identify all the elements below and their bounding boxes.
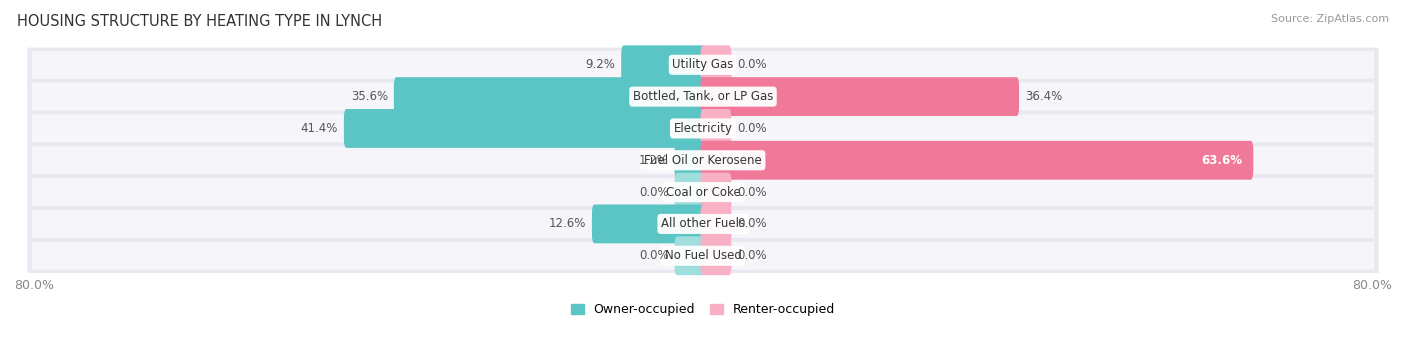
Text: 36.4%: 36.4% bbox=[1025, 90, 1063, 103]
FancyBboxPatch shape bbox=[27, 239, 1379, 273]
FancyBboxPatch shape bbox=[700, 205, 731, 243]
Text: 41.4%: 41.4% bbox=[301, 122, 337, 135]
Text: 0.0%: 0.0% bbox=[738, 186, 768, 198]
FancyBboxPatch shape bbox=[27, 143, 1379, 177]
FancyBboxPatch shape bbox=[27, 79, 1379, 114]
Text: 0.0%: 0.0% bbox=[738, 218, 768, 231]
Text: Utility Gas: Utility Gas bbox=[672, 58, 734, 71]
Text: 0.0%: 0.0% bbox=[738, 122, 768, 135]
FancyBboxPatch shape bbox=[32, 146, 1374, 174]
FancyBboxPatch shape bbox=[621, 45, 706, 84]
FancyBboxPatch shape bbox=[700, 173, 731, 211]
Text: No Fuel Used: No Fuel Used bbox=[665, 249, 741, 262]
FancyBboxPatch shape bbox=[700, 109, 731, 148]
FancyBboxPatch shape bbox=[394, 77, 706, 116]
Text: 35.6%: 35.6% bbox=[350, 90, 388, 103]
Text: Source: ZipAtlas.com: Source: ZipAtlas.com bbox=[1271, 14, 1389, 24]
Text: 0.0%: 0.0% bbox=[738, 249, 768, 262]
FancyBboxPatch shape bbox=[675, 141, 706, 180]
FancyBboxPatch shape bbox=[700, 236, 731, 275]
FancyBboxPatch shape bbox=[27, 48, 1379, 82]
Text: 80.0%: 80.0% bbox=[14, 279, 53, 292]
FancyBboxPatch shape bbox=[344, 109, 706, 148]
Text: Electricity: Electricity bbox=[673, 122, 733, 135]
Text: 9.2%: 9.2% bbox=[585, 58, 616, 71]
Text: 12.6%: 12.6% bbox=[548, 218, 586, 231]
FancyBboxPatch shape bbox=[592, 205, 706, 243]
Text: Fuel Oil or Kerosene: Fuel Oil or Kerosene bbox=[644, 154, 762, 167]
FancyBboxPatch shape bbox=[32, 210, 1374, 238]
FancyBboxPatch shape bbox=[32, 178, 1374, 206]
FancyBboxPatch shape bbox=[27, 175, 1379, 209]
FancyBboxPatch shape bbox=[700, 45, 731, 84]
FancyBboxPatch shape bbox=[32, 115, 1374, 143]
FancyBboxPatch shape bbox=[675, 236, 706, 275]
FancyBboxPatch shape bbox=[675, 173, 706, 211]
Text: 0.0%: 0.0% bbox=[638, 186, 669, 198]
Text: 63.6%: 63.6% bbox=[1201, 154, 1241, 167]
Legend: Owner-occupied, Renter-occupied: Owner-occupied, Renter-occupied bbox=[571, 303, 835, 316]
FancyBboxPatch shape bbox=[32, 242, 1374, 270]
FancyBboxPatch shape bbox=[32, 51, 1374, 79]
FancyBboxPatch shape bbox=[27, 111, 1379, 146]
Text: 1.2%: 1.2% bbox=[638, 154, 669, 167]
Text: 0.0%: 0.0% bbox=[738, 58, 768, 71]
Text: 0.0%: 0.0% bbox=[638, 249, 669, 262]
FancyBboxPatch shape bbox=[700, 77, 1019, 116]
FancyBboxPatch shape bbox=[27, 207, 1379, 241]
Text: Coal or Coke: Coal or Coke bbox=[665, 186, 741, 198]
Text: HOUSING STRUCTURE BY HEATING TYPE IN LYNCH: HOUSING STRUCTURE BY HEATING TYPE IN LYN… bbox=[17, 14, 382, 29]
Text: All other Fuels: All other Fuels bbox=[661, 218, 745, 231]
Text: Bottled, Tank, or LP Gas: Bottled, Tank, or LP Gas bbox=[633, 90, 773, 103]
FancyBboxPatch shape bbox=[32, 83, 1374, 110]
FancyBboxPatch shape bbox=[700, 141, 1253, 180]
Text: 80.0%: 80.0% bbox=[1353, 279, 1392, 292]
